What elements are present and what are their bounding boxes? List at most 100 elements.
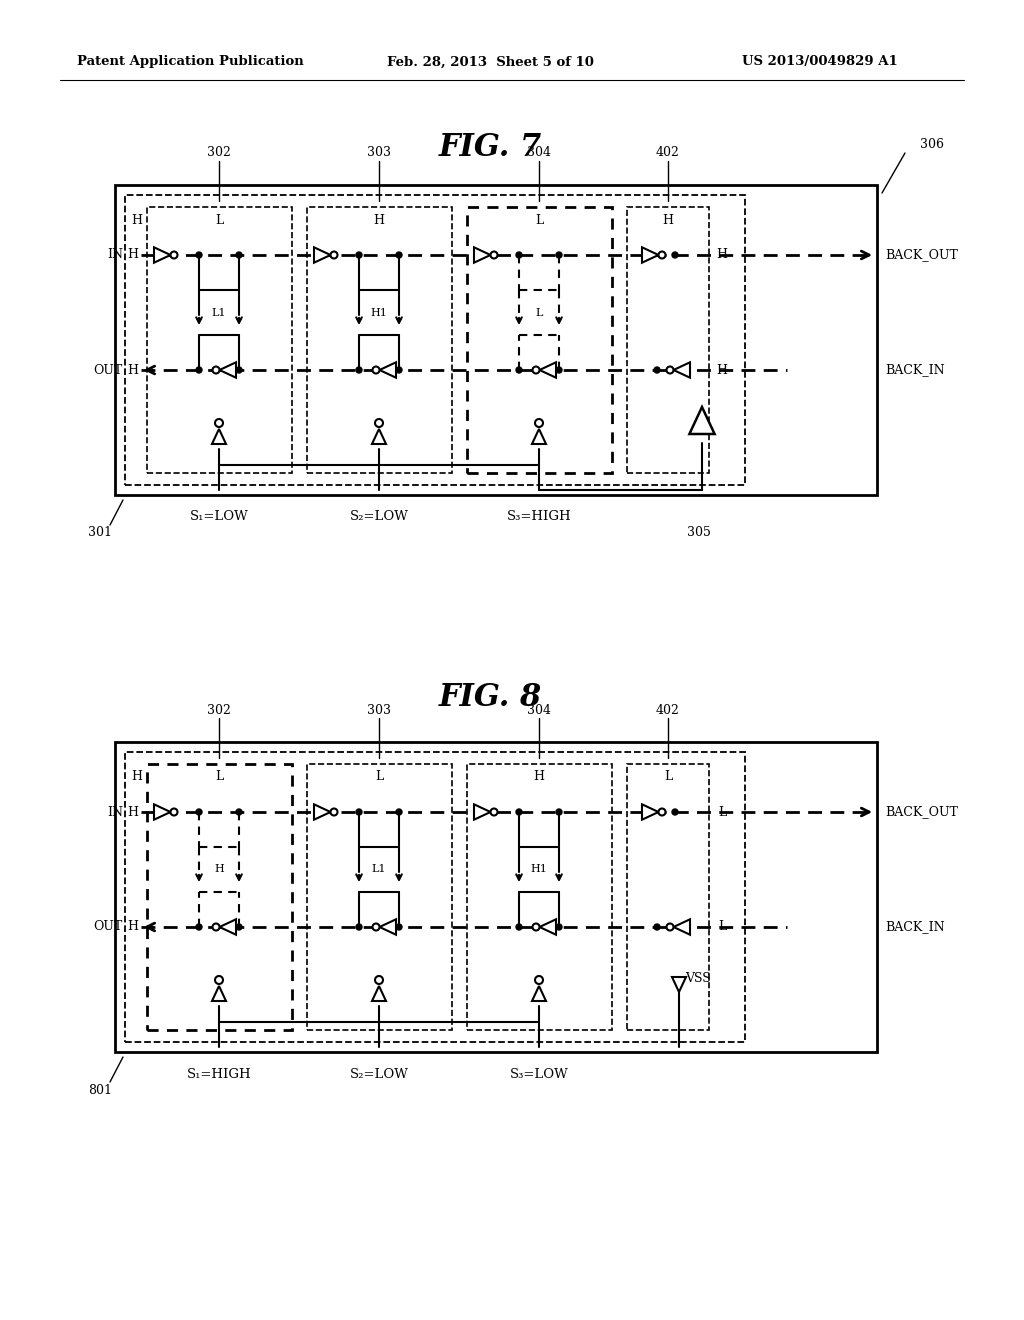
Circle shape	[356, 924, 362, 931]
Bar	[307, 764, 452, 1030]
Polygon shape	[540, 362, 556, 378]
Circle shape	[331, 252, 338, 259]
Circle shape	[556, 809, 562, 814]
Circle shape	[356, 809, 362, 814]
Circle shape	[373, 367, 380, 374]
Polygon shape	[372, 986, 386, 1001]
Circle shape	[672, 252, 678, 257]
Circle shape	[171, 808, 177, 816]
Text: US 2013/0049829 A1: US 2013/0049829 A1	[742, 55, 898, 69]
Circle shape	[490, 808, 498, 816]
Circle shape	[213, 367, 219, 374]
Bar	[147, 764, 292, 1030]
Text: FIG. 8: FIG. 8	[438, 682, 542, 714]
Polygon shape	[532, 429, 546, 444]
Text: 303: 303	[367, 704, 391, 717]
Polygon shape	[689, 407, 715, 434]
Text: 301: 301	[88, 527, 112, 540]
Text: 402: 402	[656, 147, 680, 160]
Circle shape	[516, 809, 522, 814]
Text: BACK_IN: BACK_IN	[885, 920, 944, 933]
Circle shape	[375, 975, 383, 983]
Bar	[627, 207, 709, 473]
Polygon shape	[212, 429, 226, 444]
Circle shape	[667, 367, 674, 374]
Polygon shape	[674, 919, 690, 935]
Bar	[307, 207, 452, 473]
Text: BACK_OUT: BACK_OUT	[885, 805, 957, 818]
Bar	[467, 764, 612, 1030]
Circle shape	[236, 809, 242, 814]
Circle shape	[196, 367, 202, 374]
Bar	[125, 195, 745, 484]
Text: L: L	[375, 771, 383, 784]
Text: FIG. 7: FIG. 7	[438, 132, 542, 164]
Text: 303: 303	[367, 147, 391, 160]
Text: H: H	[128, 363, 138, 376]
Circle shape	[373, 924, 380, 931]
Polygon shape	[474, 804, 490, 820]
Circle shape	[236, 367, 242, 374]
Text: H: H	[534, 771, 545, 784]
Text: L1: L1	[372, 865, 386, 874]
Text: L: L	[718, 920, 726, 933]
Polygon shape	[532, 986, 546, 1001]
Circle shape	[516, 252, 522, 257]
Bar	[147, 207, 292, 473]
Text: IN: IN	[106, 805, 123, 818]
Circle shape	[396, 367, 402, 374]
Text: S₁=HIGH: S₁=HIGH	[186, 1068, 251, 1081]
Text: 402: 402	[656, 704, 680, 717]
Circle shape	[196, 252, 202, 257]
Text: 304: 304	[527, 704, 551, 717]
Circle shape	[556, 252, 562, 257]
Polygon shape	[674, 362, 690, 378]
Polygon shape	[540, 919, 556, 935]
Text: S₂=LOW: S₂=LOW	[349, 511, 409, 524]
Circle shape	[396, 809, 402, 814]
Text: H: H	[717, 363, 727, 376]
Polygon shape	[314, 804, 331, 820]
Circle shape	[331, 808, 338, 816]
Circle shape	[396, 252, 402, 257]
Text: H: H	[717, 248, 727, 261]
Circle shape	[215, 418, 223, 426]
Circle shape	[532, 924, 540, 931]
Text: VSS: VSS	[685, 973, 711, 986]
Circle shape	[375, 418, 383, 426]
Text: H1: H1	[530, 865, 548, 874]
Circle shape	[556, 367, 562, 374]
Circle shape	[236, 252, 242, 257]
Circle shape	[171, 252, 177, 259]
Text: S₃=HIGH: S₃=HIGH	[507, 511, 571, 524]
Bar	[115, 742, 877, 1052]
Text: H: H	[128, 248, 138, 261]
Circle shape	[654, 924, 660, 931]
Polygon shape	[219, 362, 236, 378]
Bar	[467, 207, 612, 473]
Circle shape	[535, 975, 543, 983]
Polygon shape	[642, 247, 658, 263]
Circle shape	[667, 924, 674, 931]
Circle shape	[236, 924, 242, 931]
Text: L: L	[215, 771, 223, 784]
Text: L: L	[536, 308, 543, 318]
Text: L1: L1	[212, 308, 226, 318]
Text: OUT: OUT	[94, 363, 123, 376]
Circle shape	[356, 367, 362, 374]
Text: L: L	[215, 214, 223, 227]
Polygon shape	[212, 986, 226, 1001]
Circle shape	[490, 252, 498, 259]
Circle shape	[658, 808, 666, 816]
Polygon shape	[380, 362, 396, 378]
Circle shape	[196, 924, 202, 931]
Text: H: H	[131, 771, 142, 784]
Bar	[125, 752, 745, 1041]
Circle shape	[215, 975, 223, 983]
Circle shape	[556, 924, 562, 931]
Text: 305: 305	[687, 527, 711, 540]
Bar	[627, 764, 709, 1030]
Text: IN: IN	[106, 248, 123, 261]
Circle shape	[196, 809, 202, 814]
Bar	[115, 185, 877, 495]
